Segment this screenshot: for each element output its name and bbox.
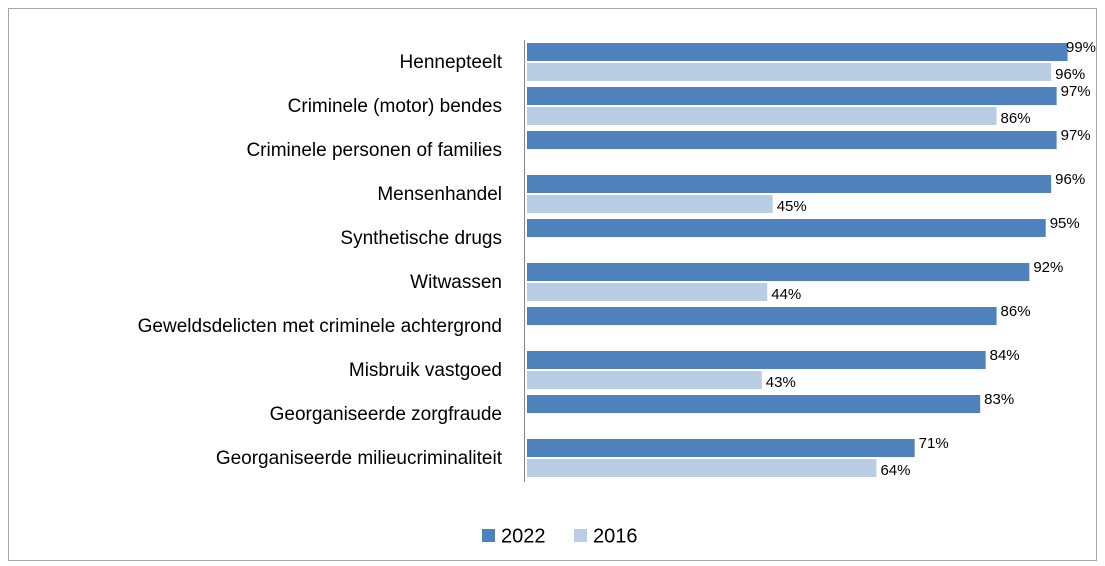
value-label: 97%: [1061, 83, 1091, 100]
bar: [527, 63, 1052, 81]
bar: [527, 107, 997, 125]
bar: [527, 283, 768, 301]
legend-swatch: [574, 529, 587, 542]
bar: [527, 439, 915, 457]
value-label: 96%: [1055, 66, 1085, 83]
category-label: Hennepteelt: [400, 52, 503, 73]
value-label: 86%: [1001, 110, 1031, 127]
value-label: 71%: [919, 435, 949, 452]
category-label: Witwassen: [410, 272, 502, 293]
category-label: Misbruik vastgoed: [349, 360, 502, 381]
bar: [527, 195, 773, 213]
bar: [527, 395, 981, 413]
category-label: Georganiseerde milieucriminaliteit: [216, 448, 503, 469]
category-label: Synthetische drugs: [340, 228, 502, 249]
value-label: 99%: [1066, 39, 1096, 56]
value-label: 86%: [1001, 303, 1031, 320]
bar: [527, 219, 1046, 237]
bar: [527, 131, 1057, 149]
bar: [527, 87, 1057, 105]
value-label: 83%: [984, 391, 1014, 408]
bar: [527, 263, 1030, 281]
category-label: Mensenhandel: [377, 184, 502, 205]
legend-swatch: [482, 529, 495, 542]
bar: [527, 371, 762, 389]
category-label: Criminele (motor) bendes: [288, 96, 502, 117]
bar: [527, 175, 1052, 193]
bar: [527, 351, 986, 369]
bar: [527, 43, 1068, 61]
value-label: 97%: [1061, 127, 1091, 144]
bar: [527, 307, 997, 325]
value-label: 95%: [1050, 215, 1080, 232]
category-label: Geweldsdelicten met criminele achtergron…: [138, 316, 502, 337]
value-label: 45%: [777, 198, 807, 215]
value-label: 84%: [990, 347, 1020, 364]
category-label: Criminele personen of families: [246, 140, 502, 161]
value-label: 92%: [1033, 259, 1063, 276]
value-label: 64%: [880, 462, 910, 479]
value-label: 44%: [771, 286, 801, 303]
category-label: Georganiseerde zorgfraude: [270, 404, 502, 425]
bar: [527, 459, 877, 477]
value-label: 96%: [1055, 171, 1085, 188]
legend-label: 2016: [593, 525, 638, 547]
value-label: 43%: [766, 374, 796, 391]
legend-label: 2022: [501, 525, 546, 547]
